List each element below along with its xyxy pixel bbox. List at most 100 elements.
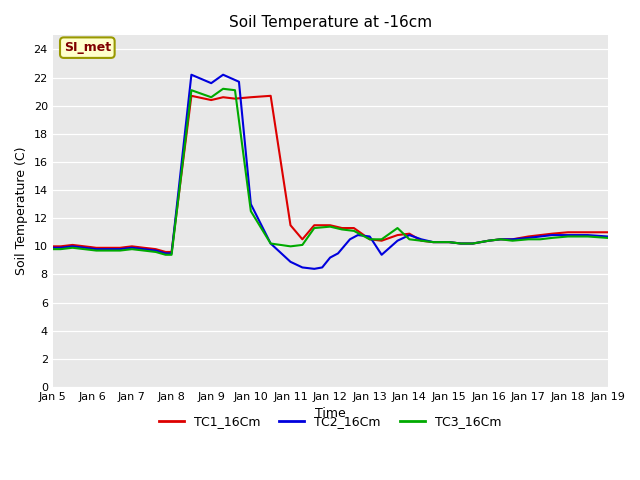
TC2_16Cm xyxy=(429,239,437,245)
Line: TC2_16Cm: TC2_16Cm xyxy=(52,75,607,269)
TC2_16Cm xyxy=(354,232,362,238)
TC3_16Cm xyxy=(548,235,556,241)
TC3_16Cm xyxy=(287,243,294,249)
TC3_16Cm xyxy=(57,246,65,252)
TC3_16Cm xyxy=(350,228,358,234)
TC3_16Cm xyxy=(338,227,346,232)
TC3_16Cm xyxy=(394,225,401,231)
TC3_16Cm xyxy=(49,246,56,252)
TC3_16Cm xyxy=(188,87,195,93)
TC2_16Cm xyxy=(485,238,493,243)
TC2_16Cm xyxy=(207,80,215,86)
TC3_16Cm xyxy=(417,238,425,243)
TC2_16Cm xyxy=(445,239,453,245)
TC3_16Cm xyxy=(509,238,516,243)
TC3_16Cm xyxy=(267,240,275,246)
TC2_16Cm xyxy=(366,234,374,240)
TC3_16Cm xyxy=(68,245,76,251)
Line: TC3_16Cm: TC3_16Cm xyxy=(52,89,607,255)
TC2_16Cm xyxy=(92,246,100,252)
TC2_16Cm xyxy=(417,237,425,242)
TC1_16Cm xyxy=(326,222,334,228)
TC1_16Cm xyxy=(536,232,544,238)
TC3_16Cm xyxy=(116,248,124,253)
TC2_16Cm xyxy=(536,234,544,240)
TC2_16Cm xyxy=(220,72,227,78)
TC3_16Cm xyxy=(485,238,493,243)
Line: TC1_16Cm: TC1_16Cm xyxy=(52,96,607,252)
TC1_16Cm xyxy=(417,238,425,243)
TC1_16Cm xyxy=(548,231,556,237)
TC1_16Cm xyxy=(378,238,385,243)
TC1_16Cm xyxy=(445,239,453,245)
TC1_16Cm xyxy=(57,243,65,249)
TC2_16Cm xyxy=(116,246,124,252)
TC3_16Cm xyxy=(104,248,112,253)
TC1_16Cm xyxy=(584,229,591,235)
TC1_16Cm xyxy=(207,97,215,103)
TC3_16Cm xyxy=(220,86,227,92)
TC2_16Cm xyxy=(188,72,195,78)
TC3_16Cm xyxy=(457,240,465,246)
TC2_16Cm xyxy=(548,232,556,238)
TC1_16Cm xyxy=(220,95,227,100)
TC3_16Cm xyxy=(168,252,175,258)
TC3_16Cm xyxy=(310,225,318,231)
TC3_16Cm xyxy=(326,224,334,229)
TC3_16Cm xyxy=(366,237,374,242)
TC3_16Cm xyxy=(81,246,88,252)
TC1_16Cm xyxy=(298,237,306,242)
TC2_16Cm xyxy=(378,252,385,258)
TC2_16Cm xyxy=(57,245,65,251)
TC2_16Cm xyxy=(235,79,243,84)
TC3_16Cm xyxy=(152,249,159,255)
TC2_16Cm xyxy=(68,243,76,249)
TC1_16Cm xyxy=(406,231,413,237)
TC3_16Cm xyxy=(231,87,239,93)
TC3_16Cm xyxy=(564,234,572,240)
TC1_16Cm xyxy=(247,95,255,100)
TC1_16Cm xyxy=(152,246,159,252)
TC2_16Cm xyxy=(81,245,88,251)
TC1_16Cm xyxy=(81,243,88,249)
TC1_16Cm xyxy=(188,93,195,99)
TC2_16Cm xyxy=(128,245,136,251)
Title: Soil Temperature at -16cm: Soil Temperature at -16cm xyxy=(228,15,431,30)
Text: SI_met: SI_met xyxy=(64,41,111,54)
TC1_16Cm xyxy=(92,245,100,251)
TC2_16Cm xyxy=(334,251,342,256)
TC1_16Cm xyxy=(68,242,76,248)
TC2_16Cm xyxy=(406,232,413,238)
TC3_16Cm xyxy=(445,239,453,245)
TC2_16Cm xyxy=(509,237,516,242)
TC2_16Cm xyxy=(497,237,504,242)
TC1_16Cm xyxy=(231,96,239,101)
TC1_16Cm xyxy=(524,234,532,240)
TC2_16Cm xyxy=(104,246,112,252)
TC1_16Cm xyxy=(564,229,572,235)
TC3_16Cm xyxy=(497,237,504,242)
TC1_16Cm xyxy=(604,229,611,235)
TC1_16Cm xyxy=(394,232,401,238)
TC3_16Cm xyxy=(92,248,100,253)
TC1_16Cm xyxy=(485,238,493,243)
TC2_16Cm xyxy=(394,238,401,243)
TC3_16Cm xyxy=(536,237,544,242)
TC2_16Cm xyxy=(49,245,56,251)
TC2_16Cm xyxy=(298,264,306,270)
TC3_16Cm xyxy=(406,237,413,242)
TC1_16Cm xyxy=(104,245,112,251)
TC2_16Cm xyxy=(524,235,532,241)
TC2_16Cm xyxy=(604,234,611,240)
TC1_16Cm xyxy=(168,249,175,255)
TC1_16Cm xyxy=(457,240,465,246)
TC3_16Cm xyxy=(378,237,385,242)
TC3_16Cm xyxy=(429,239,437,245)
TC2_16Cm xyxy=(140,246,148,252)
TC3_16Cm xyxy=(469,240,477,246)
TC2_16Cm xyxy=(247,201,255,207)
TC3_16Cm xyxy=(604,235,611,241)
TC2_16Cm xyxy=(310,266,318,272)
TC2_16Cm xyxy=(469,240,477,246)
TC1_16Cm xyxy=(310,222,318,228)
